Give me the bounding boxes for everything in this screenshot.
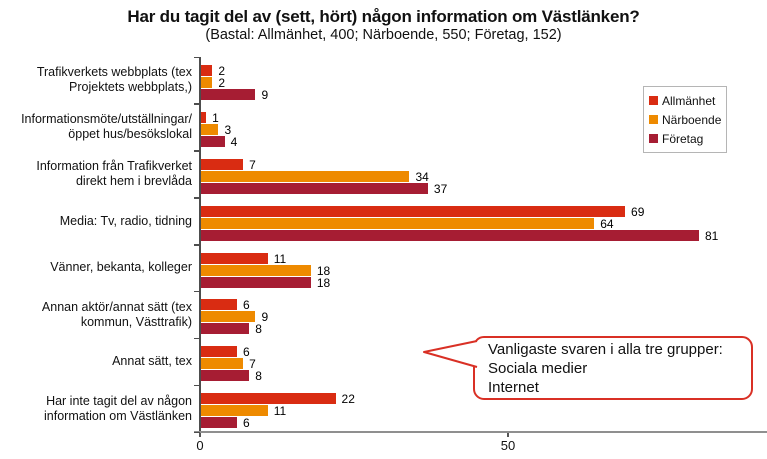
y-axis-tick xyxy=(194,337,200,340)
value-label: 1 xyxy=(212,110,219,125)
bar-allmanhet xyxy=(200,65,213,76)
plot-area: 2 2 9 1 3 4 7 34 37 69 64 81 11 18 18 6 9 8 6 7 8 22 11 6 xyxy=(200,57,767,432)
x-axis-tick-label: 50 xyxy=(500,438,516,453)
y-axis-tick xyxy=(194,103,200,105)
value-label: 8 xyxy=(255,369,262,384)
bar-allmanhet xyxy=(200,346,237,358)
y-axis-tick xyxy=(194,56,200,58)
category-label: Annan aktör/annat sätt (tex kommun, Väst… xyxy=(41,299,192,329)
y-axis-line xyxy=(199,57,201,433)
legend-label: Företag xyxy=(662,131,704,146)
bar-foretag xyxy=(200,417,237,429)
value-label: 69 xyxy=(631,204,645,219)
category-label: Information från Trafikverket direkt hem… xyxy=(36,159,192,189)
bar-allmanhet xyxy=(200,393,336,405)
callout-bubble: Vanligaste svaren i alla tre grupper: So… xyxy=(473,336,753,400)
bar-narboende xyxy=(200,311,256,323)
legend-item-allmanhet: Allmänhet xyxy=(649,91,721,110)
bar-foretag xyxy=(200,276,311,288)
bar-narboende xyxy=(200,77,213,88)
chart-subtitle: (Bastal: Allmänhet, 400; Närboende, 550;… xyxy=(205,27,562,43)
bar-allmanhet xyxy=(200,299,237,311)
bar-allmanhet xyxy=(200,205,626,217)
value-label: 7 xyxy=(249,157,256,172)
bar-narboende xyxy=(200,405,268,417)
bar-narboende xyxy=(200,170,410,182)
value-label: 6 xyxy=(242,416,250,431)
y-axis-tick xyxy=(194,197,200,199)
value-label: 11 xyxy=(273,251,287,266)
category-label: Media: Tv, radio, tidning xyxy=(59,213,192,228)
value-label: 11 xyxy=(273,404,287,419)
value-label: 34 xyxy=(415,169,429,184)
value-label: 9 xyxy=(261,88,269,102)
value-label: 18 xyxy=(316,275,331,290)
x-axis-tick xyxy=(507,433,509,437)
category-label: Trafikverkets webbplats (tex Projektets … xyxy=(36,65,192,95)
legend-label: Närboende xyxy=(662,112,722,127)
value-label: 64 xyxy=(600,216,614,231)
chart-legend: Allmänhet Närboende Företag xyxy=(643,86,727,153)
y-axis-tick xyxy=(194,431,200,433)
category-axis: Trafikverkets webbplats (tex Projektets … xyxy=(0,57,192,432)
y-axis-tick xyxy=(194,244,200,246)
x-axis-line xyxy=(194,431,767,433)
category-label: Informationsmöte/utställningar/ öppet hu… xyxy=(21,112,192,142)
value-label: 7 xyxy=(249,357,256,372)
legend-swatch-narboende-icon xyxy=(649,115,658,124)
legend-swatch-allmanhet-icon xyxy=(649,96,658,105)
value-label: 9 xyxy=(261,310,269,325)
value-label: 22 xyxy=(341,392,355,407)
legend-item-foretag: Företag xyxy=(649,129,721,148)
value-label: 2 xyxy=(218,64,225,78)
legend-label: Allmänhet xyxy=(662,93,716,108)
bar-foretag xyxy=(200,89,256,100)
value-label: 18 xyxy=(316,263,331,278)
y-axis-tick xyxy=(194,290,200,293)
callout-line: Vanligaste svaren i alla tre grupper: xyxy=(488,341,723,358)
y-axis-tick xyxy=(194,384,200,387)
bar-narboende xyxy=(200,123,219,135)
value-label: 6 xyxy=(242,298,250,313)
callout-tail xyxy=(423,340,478,368)
bar-foretag xyxy=(200,135,225,147)
value-label: 4 xyxy=(230,134,238,149)
callout-line: Sociala medier xyxy=(488,360,588,377)
category-label: Vänner, bekanta, kolleger xyxy=(50,260,192,275)
value-label: 81 xyxy=(704,228,719,243)
x-axis-tick-label: 0 xyxy=(196,438,204,453)
chart-title: Har du tagit del av (sett, hört) någon i… xyxy=(127,7,640,26)
bar-narboende xyxy=(200,217,595,229)
bar-foretag xyxy=(200,370,250,382)
x-axis-tick xyxy=(199,433,201,437)
value-label: 2 xyxy=(218,76,225,90)
bar-foretag xyxy=(200,323,250,335)
value-label: 37 xyxy=(433,181,448,196)
category-label: Har inte tagit del av någon information … xyxy=(44,393,192,423)
bar-foretag xyxy=(200,182,428,194)
value-label: 3 xyxy=(224,122,232,137)
category-label: Annat sätt, tex xyxy=(112,354,192,369)
legend-swatch-foretag-icon xyxy=(649,134,658,143)
value-label: 6 xyxy=(242,345,250,360)
y-axis-tick xyxy=(194,150,200,152)
bar-narboende xyxy=(200,358,244,370)
bar-foretag xyxy=(200,229,699,241)
callout-line: Internet xyxy=(488,379,539,396)
bar-allmanhet xyxy=(200,158,244,170)
bar-narboende xyxy=(200,264,311,276)
bar-allmanhet xyxy=(200,252,268,264)
bar-allmanhet xyxy=(200,111,207,123)
legend-item-narboende: Närboende xyxy=(649,110,721,129)
value-label: 8 xyxy=(255,322,262,337)
